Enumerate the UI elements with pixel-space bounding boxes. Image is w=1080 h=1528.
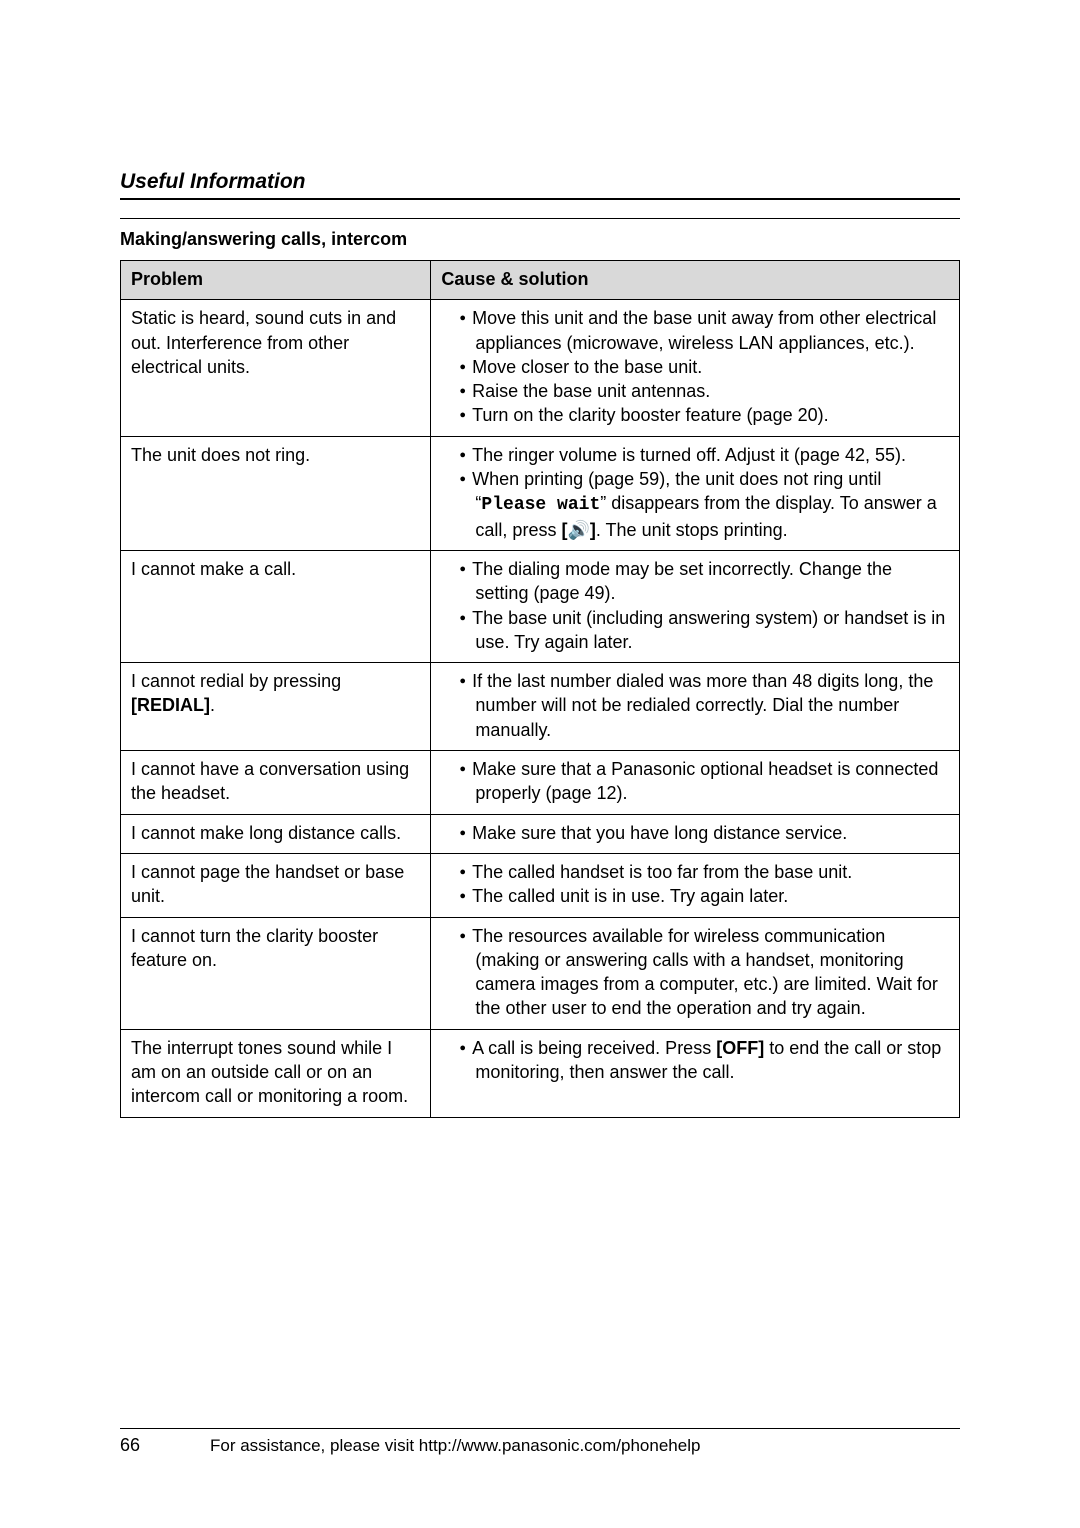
problem-cell: The interrupt tones sound while I am on … bbox=[121, 1029, 431, 1117]
cause-cell: The ringer volume is turned off. Adjust … bbox=[431, 436, 960, 550]
table-row: I cannot redial by pressing [REDIAL]. If … bbox=[121, 663, 960, 751]
troubleshooting-table: Problem Cause & solution Static is heard… bbox=[120, 260, 960, 1118]
problem-cell: I cannot page the handset or base unit. bbox=[121, 853, 431, 917]
cause-item: The called handset is too far from the b… bbox=[475, 860, 949, 884]
cause-item: Move this unit and the base unit away fr… bbox=[475, 306, 949, 355]
cause-list: Make sure that a Panasonic optional head… bbox=[441, 757, 949, 806]
cause-list: A call is being received. Press [OFF] to… bbox=[441, 1036, 949, 1085]
page-number: 66 bbox=[120, 1435, 210, 1456]
cause-item: Raise the base unit antennas. bbox=[475, 379, 949, 403]
cause-item: The dialing mode may be set incorrectly.… bbox=[475, 557, 949, 606]
cause-cell: The resources available for wireless com… bbox=[431, 917, 960, 1029]
problem-cell: I cannot redial by pressing [REDIAL]. bbox=[121, 663, 431, 751]
problem-cell: The unit does not ring. bbox=[121, 436, 431, 550]
table-header-row: Problem Cause & solution bbox=[121, 261, 960, 300]
header-cause: Cause & solution bbox=[431, 261, 960, 300]
cause-item: If the last number dialed was more than … bbox=[475, 669, 949, 742]
problem-cell: I cannot make a call. bbox=[121, 550, 431, 662]
title-rule bbox=[120, 198, 960, 200]
cause-item: Make sure that you have long distance se… bbox=[475, 821, 949, 845]
cause-list: The resources available for wireless com… bbox=[441, 924, 949, 1021]
header-problem: Problem bbox=[121, 261, 431, 300]
cause-item: Move closer to the base unit. bbox=[475, 355, 949, 379]
problem-cell: I cannot make long distance calls. bbox=[121, 814, 431, 853]
cause-item: The called unit is in use. Try again lat… bbox=[475, 884, 949, 908]
cause-cell: The dialing mode may be set incorrectly.… bbox=[431, 550, 960, 662]
table-row: I cannot page the handset or base unit. T… bbox=[121, 853, 960, 917]
cause-item: When printing (page 59), the unit does n… bbox=[475, 467, 949, 542]
cause-cell: The called handset is too far from the b… bbox=[431, 853, 960, 917]
table-row: I cannot make long distance calls. Make s… bbox=[121, 814, 960, 853]
cause-item: A call is being received. Press [OFF] to… bbox=[475, 1036, 949, 1085]
cause-cell: Move this unit and the base unit away fr… bbox=[431, 300, 960, 436]
problem-cell: Static is heard, sound cuts in and out. … bbox=[121, 300, 431, 436]
table-row: I cannot have a conversation using the h… bbox=[121, 751, 960, 815]
cause-list: If the last number dialed was more than … bbox=[441, 669, 949, 742]
cause-cell: Make sure that a Panasonic optional head… bbox=[431, 751, 960, 815]
cause-list: The dialing mode may be set incorrectly.… bbox=[441, 557, 949, 654]
table-row: I cannot make a call. The dialing mode ma… bbox=[121, 550, 960, 662]
cause-item: Make sure that a Panasonic optional head… bbox=[475, 757, 949, 806]
section-title: Useful Information bbox=[120, 170, 960, 194]
table-row: I cannot turn the clarity booster featur… bbox=[121, 917, 960, 1029]
sub-rule bbox=[120, 218, 960, 219]
problem-cell: I cannot turn the clarity booster featur… bbox=[121, 917, 431, 1029]
table-row: Static is heard, sound cuts in and out. … bbox=[121, 300, 960, 436]
footer-row: 66 For assistance, please visit http://w… bbox=[120, 1435, 960, 1456]
page-footer: 66 For assistance, please visit http://w… bbox=[120, 1428, 960, 1456]
cause-list: Move this unit and the base unit away fr… bbox=[441, 306, 949, 427]
table-row: The interrupt tones sound while I am on … bbox=[121, 1029, 960, 1117]
problem-cell: I cannot have a conversation using the h… bbox=[121, 751, 431, 815]
cause-item: The resources available for wireless com… bbox=[475, 924, 949, 1021]
page-container: Useful Information Making/answering call… bbox=[0, 0, 1080, 1528]
table-row: The unit does not ring. The ringer volume… bbox=[121, 436, 960, 550]
cause-cell: If the last number dialed was more than … bbox=[431, 663, 960, 751]
footer-text: For assistance, please visit http://www.… bbox=[210, 1436, 960, 1456]
cause-item: Turn on the clarity booster feature (pag… bbox=[475, 403, 949, 427]
cause-item: The base unit (including answering syste… bbox=[475, 606, 949, 655]
cause-item: The ringer volume is turned off. Adjust … bbox=[475, 443, 949, 467]
cause-list: The ringer volume is turned off. Adjust … bbox=[441, 443, 949, 542]
cause-list: The called handset is too far from the b… bbox=[441, 860, 949, 909]
sub-heading: Making/answering calls, intercom bbox=[120, 229, 960, 250]
cause-cell: A call is being received. Press [OFF] to… bbox=[431, 1029, 960, 1117]
cause-cell: Make sure that you have long distance se… bbox=[431, 814, 960, 853]
footer-rule bbox=[120, 1428, 960, 1429]
cause-list: Make sure that you have long distance se… bbox=[441, 821, 949, 845]
